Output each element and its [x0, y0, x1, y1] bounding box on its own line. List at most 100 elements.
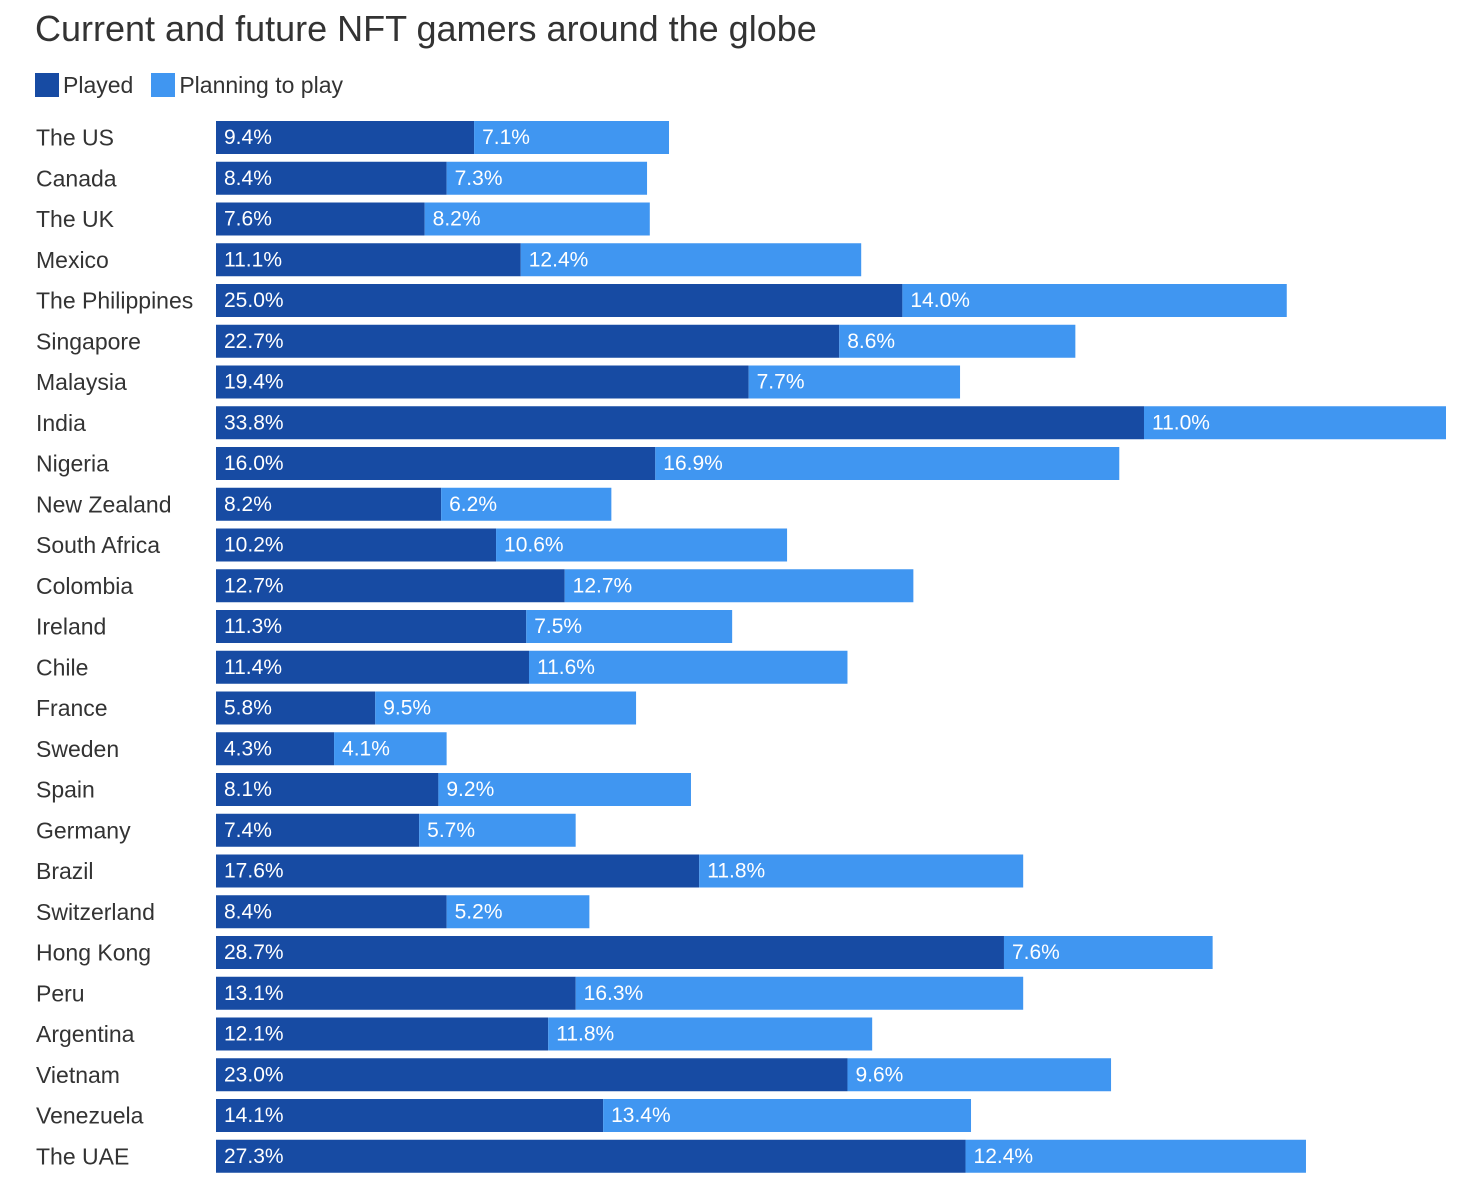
data-label-planning-to-play-sweden: 4.1%	[342, 737, 390, 760]
category-label-germany: Germany	[36, 817, 131, 843]
bar-planning-to-play-hong-kong[interactable]	[1003, 936, 1213, 969]
data-label-played-argentina: 12.1%	[224, 1023, 284, 1046]
bar-planning-to-play-the-uk[interactable]	[424, 202, 650, 236]
data-label-planning-to-play-venezuela: 13.4%	[611, 1104, 671, 1127]
bar-played-the-uae[interactable]	[216, 1139, 966, 1173]
category-label-mexico: Mexico	[36, 247, 109, 273]
data-label-played-the-philippines: 25.0%	[224, 289, 284, 312]
data-label-planning-to-play-mexico: 12.4%	[529, 248, 589, 271]
bar-played-new-zealand[interactable]	[216, 487, 442, 521]
category-label-south-africa: South Africa	[36, 532, 160, 558]
data-label-planning-to-play-hong-kong: 7.6%	[1012, 941, 1060, 964]
bar-planning-to-play-vietnam[interactable]	[847, 1058, 1112, 1092]
bar-played-the-uk[interactable]	[216, 202, 425, 236]
bar-planning-to-play-mexico[interactable]	[520, 243, 862, 277]
data-label-played-india: 33.8%	[224, 411, 284, 434]
bar-played-argentina[interactable]	[216, 1017, 549, 1051]
bar-played-the-us[interactable]	[216, 121, 475, 154]
category-label-new-zealand: New Zealand	[36, 491, 172, 517]
bar-planning-to-play-the-us[interactable]	[474, 121, 670, 154]
bar-planning-to-play-canada[interactable]	[446, 161, 648, 195]
data-label-played-mexico: 11.1%	[224, 248, 282, 271]
bar-played-the-philippines[interactable]	[216, 284, 903, 317]
bar-planning-to-play-india[interactable]	[1143, 406, 1446, 440]
bar-played-switzerland[interactable]	[216, 895, 447, 929]
bar-played-singapore[interactable]	[216, 324, 840, 358]
bar-played-spain[interactable]	[216, 773, 439, 806]
bar-planning-to-play-germany[interactable]	[419, 813, 576, 847]
data-label-planning-to-play-singapore: 8.6%	[847, 330, 895, 353]
bar-played-canada[interactable]	[216, 161, 447, 195]
category-label-malaysia: Malaysia	[36, 369, 127, 395]
category-label-venezuela: Venezuela	[36, 1103, 144, 1129]
bar-planning-to-play-spain[interactable]	[438, 773, 691, 806]
bar-played-sweden[interactable]	[216, 732, 335, 766]
bar-planning-to-play-ireland[interactable]	[526, 610, 733, 643]
bar-played-france[interactable]	[216, 691, 376, 725]
category-label-the-uae: The UAE	[36, 1143, 129, 1169]
category-label-brazil: Brazil	[36, 858, 94, 884]
bar-planning-to-play-colombia[interactable]	[564, 569, 914, 603]
bar-planning-to-play-the-philippines[interactable]	[902, 284, 1287, 317]
bar-played-ireland[interactable]	[216, 610, 527, 643]
bar-planning-to-play-new-zealand[interactable]	[441, 487, 612, 521]
data-label-played-the-us: 9.4%	[224, 126, 272, 149]
bar-planning-to-play-nigeria[interactable]	[655, 447, 1120, 480]
bar-planning-to-play-france[interactable]	[375, 691, 637, 725]
bar-played-south-africa[interactable]	[216, 528, 497, 562]
legend-swatch-played	[35, 73, 59, 97]
data-label-played-germany: 7.4%	[224, 819, 272, 842]
bar-planning-to-play-sweden[interactable]	[334, 732, 447, 766]
data-label-planning-to-play-malaysia: 7.7%	[757, 371, 805, 394]
category-label-singapore: Singapore	[36, 328, 141, 354]
data-label-played-switzerland: 8.4%	[224, 900, 272, 923]
legend: Played Planning to play	[35, 70, 361, 100]
category-label-france: France	[36, 695, 108, 721]
bar-played-india[interactable]	[216, 406, 1144, 440]
bar-played-brazil[interactable]	[216, 854, 700, 888]
bar-played-chile[interactable]	[216, 650, 529, 684]
data-label-planning-to-play-the-philippines: 14.0%	[910, 289, 970, 312]
bar-played-venezuela[interactable]	[216, 1099, 604, 1132]
legend-item-planning[interactable]: Planning to play	[151, 72, 343, 99]
category-label-india: India	[36, 410, 86, 436]
data-label-planning-to-play-the-uae: 12.4%	[974, 1145, 1034, 1168]
category-label-the-philippines: The Philippines	[36, 288, 193, 314]
bar-played-hong-kong[interactable]	[216, 936, 1004, 969]
bar-planning-to-play-singapore[interactable]	[839, 324, 1076, 358]
data-label-planning-to-play-ireland: 7.5%	[534, 615, 582, 638]
bar-played-nigeria[interactable]	[216, 447, 656, 480]
bar-played-mexico[interactable]	[216, 243, 521, 277]
category-label-chile: Chile	[36, 654, 88, 680]
data-label-planning-to-play-vietnam: 9.6%	[855, 1063, 903, 1086]
legend-item-played[interactable]: Played	[35, 72, 133, 99]
bar-planning-to-play-brazil[interactable]	[699, 854, 1024, 888]
data-label-played-south-africa: 10.2%	[224, 534, 284, 557]
category-label-the-uk: The UK	[36, 206, 115, 232]
category-label-colombia: Colombia	[36, 573, 133, 599]
data-label-played-peru: 13.1%	[224, 982, 284, 1005]
bar-planning-to-play-the-uae[interactable]	[965, 1139, 1306, 1173]
bar-planning-to-play-argentina[interactable]	[548, 1017, 873, 1051]
data-label-planning-to-play-argentina: 11.8%	[556, 1023, 614, 1046]
bar-played-vietnam[interactable]	[216, 1058, 848, 1092]
bar-planning-to-play-peru[interactable]	[575, 976, 1024, 1010]
bar-planning-to-play-venezuela[interactable]	[603, 1099, 972, 1132]
data-label-planning-to-play-india: 11.0%	[1152, 411, 1210, 434]
bar-planning-to-play-chile[interactable]	[528, 650, 848, 684]
legend-label-planning: Planning to play	[179, 71, 344, 98]
category-label-canada: Canada	[36, 165, 117, 191]
bar-planning-to-play-south-africa[interactable]	[496, 528, 788, 562]
data-label-planning-to-play-germany: 5.7%	[427, 819, 475, 842]
bar-played-malaysia[interactable]	[216, 365, 749, 399]
category-label-switzerland: Switzerland	[36, 899, 155, 925]
bar-played-peru[interactable]	[216, 976, 576, 1010]
category-label-hong-kong: Hong Kong	[36, 940, 151, 966]
bar-planning-to-play-malaysia[interactable]	[748, 365, 961, 399]
data-label-played-france: 5.8%	[224, 697, 272, 720]
bar-played-germany[interactable]	[216, 813, 420, 847]
data-label-planning-to-play-canada: 7.3%	[455, 167, 503, 190]
bar-played-colombia[interactable]	[216, 569, 565, 603]
bar-planning-to-play-switzerland[interactable]	[446, 895, 590, 929]
data-label-played-the-uk: 7.6%	[224, 208, 272, 231]
